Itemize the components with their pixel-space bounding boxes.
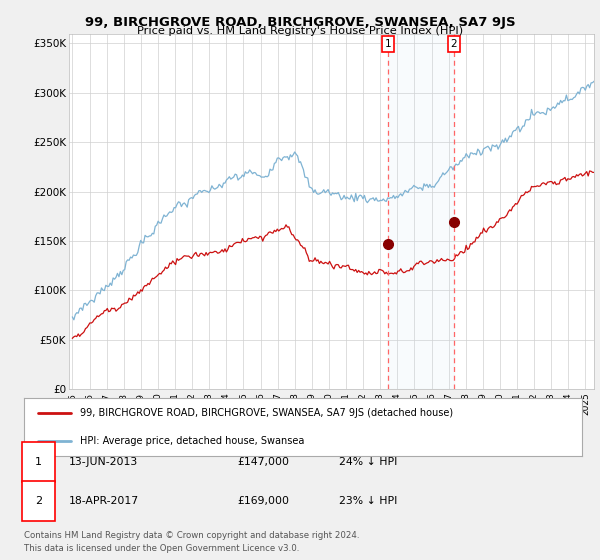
Text: 99, BIRCHGROVE ROAD, BIRCHGROVE, SWANSEA, SA7 9JS: 99, BIRCHGROVE ROAD, BIRCHGROVE, SWANSEA… [85,16,515,29]
Text: £147,000: £147,000 [237,457,289,467]
Text: 2: 2 [450,39,457,49]
Text: 1: 1 [385,39,391,49]
Text: This data is licensed under the Open Government Licence v3.0.: This data is licensed under the Open Gov… [24,544,299,553]
Text: 23% ↓ HPI: 23% ↓ HPI [339,496,397,506]
Text: 99, BIRCHGROVE ROAD, BIRCHGROVE, SWANSEA, SA7 9JS (detached house): 99, BIRCHGROVE ROAD, BIRCHGROVE, SWANSEA… [80,408,453,418]
Text: 2: 2 [35,496,42,506]
Text: 18-APR-2017: 18-APR-2017 [69,496,139,506]
Text: Contains HM Land Registry data © Crown copyright and database right 2024.: Contains HM Land Registry data © Crown c… [24,531,359,540]
Text: 24% ↓ HPI: 24% ↓ HPI [339,457,397,467]
Text: Price paid vs. HM Land Registry's House Price Index (HPI): Price paid vs. HM Land Registry's House … [137,26,463,36]
Bar [388,34,454,389]
Text: 13-JUN-2013: 13-JUN-2013 [69,457,138,467]
Text: 1: 1 [35,457,42,467]
Text: HPI: Average price, detached house, Swansea: HPI: Average price, detached house, Swan… [80,436,304,446]
Text: £169,000: £169,000 [237,496,289,506]
